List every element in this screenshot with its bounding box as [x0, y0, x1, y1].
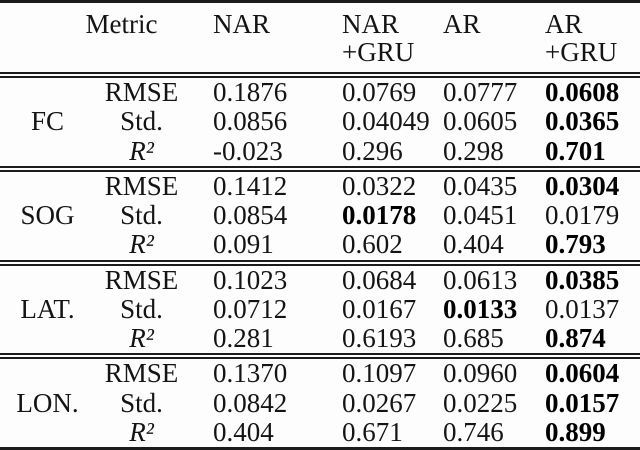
cell-value: 0.1097 [342, 358, 417, 389]
metric-label: R² [129, 135, 154, 166]
cell-value: 0.0225 [443, 387, 518, 418]
cell-value-best: 0.0365 [545, 106, 620, 137]
cell-value: 0.0613 [443, 264, 518, 295]
cell-value-best: 0.0385 [545, 264, 620, 295]
cell-value: 0.281 [213, 323, 274, 354]
metric-label: Std. [120, 200, 163, 231]
cell-value: 0.0267 [342, 387, 417, 418]
header-col-nar: NAR [213, 9, 271, 39]
table-row: R² 0.281 0.6193 0.685 0.874 [0, 323, 640, 356]
metric-label: Std. [120, 387, 163, 418]
cell-value: 0.404 [213, 416, 274, 447]
table-row: LON. RMSE 0.1370 0.1097 0.0960 0.0604 [0, 356, 640, 417]
cell-value-best: 0.701 [545, 135, 606, 166]
table-row: Std. 0.0842 0.0267 0.0225 0.0157 [0, 387, 640, 418]
cell-value-best: 0.0157 [545, 387, 620, 418]
metric-label: RMSE [104, 264, 179, 295]
cell-value: -0.023 [213, 135, 283, 166]
table-row: SOG RMSE 0.1412 0.0322 0.0435 0.0304 [0, 169, 640, 229]
header-metric-label: Metric [85, 9, 158, 39]
cell-value: 0.0137 [545, 293, 620, 324]
cell-value: 0.0960 [443, 358, 518, 389]
cell-value: 0.1412 [213, 170, 288, 201]
header-col-ar: AR [443, 9, 481, 39]
cell-value: 0.0856 [213, 106, 288, 137]
header-corner-blank [0, 2, 95, 76]
cell-value: 0.0854 [213, 200, 288, 231]
cell-value: 0.0712 [213, 293, 288, 324]
metric-label: Std. [120, 293, 163, 324]
metric-label: R² [129, 229, 154, 260]
cell-value: 0.091 [213, 229, 274, 260]
cell-value: 0.602 [342, 229, 403, 260]
metric-label: RMSE [104, 358, 179, 389]
header-metric: Metric [86, 2, 188, 76]
metric-label: Std. [120, 106, 163, 137]
group-fc: FC RMSE 0.1876 0.0769 0.0777 0.0608 Std. 0.0856… [0, 75, 640, 169]
cell-value: 0.0322 [342, 170, 417, 201]
table-row: R² 0.404 0.671 0.746 0.899 [0, 416, 640, 449]
cell-value-best: 0.793 [545, 229, 606, 260]
group-sog: SOG RMSE 0.1412 0.0322 0.0435 0.0304 Std. 0.085… [0, 168, 640, 263]
cell-value-best: 0.0608 [545, 77, 620, 108]
cell-value: 0.0179 [545, 200, 620, 231]
metric-label: RMSE [104, 170, 179, 201]
cell-value-best: 0.0133 [443, 293, 518, 324]
table-row: Std. 0.0854 0.0178 0.0451 0.0179 [0, 201, 640, 230]
table-row: Std. 0.0856 0.04049 0.0605 0.0365 [0, 107, 640, 136]
table-row: LAT. RMSE 0.1023 0.0684 0.0613 0.0385 [0, 263, 640, 323]
header-row: Metric NAR NAR +GRU AR AR +GRU [0, 2, 640, 76]
cell-value: 0.04049 [342, 106, 430, 137]
table-row: FC RMSE 0.1876 0.0769 0.0777 0.0608 [0, 75, 640, 136]
row-group-label: LAT. [20, 293, 75, 324]
row-group-label: SOG [20, 200, 75, 231]
cell-value: 0.6193 [342, 323, 417, 354]
row-group-label: LON. [16, 387, 79, 418]
cell-value-best: 0.899 [545, 416, 606, 447]
cell-value: 0.671 [342, 416, 403, 447]
metric-label: R² [129, 323, 154, 354]
cell-value-best: 0.0304 [545, 170, 620, 201]
row-group-label: FC [30, 106, 65, 137]
table-row: R² 0.091 0.602 0.404 0.793 [0, 230, 640, 262]
table-row: Std. 0.0712 0.0167 0.0133 0.0137 [0, 293, 640, 324]
group-lon: LON. RMSE 0.1370 0.1097 0.0960 0.0604 Std. 0.08… [0, 356, 640, 448]
cell-value: 0.0167 [342, 293, 417, 324]
cell-value: 0.1023 [213, 264, 288, 295]
cell-value-best: 0.0178 [342, 200, 417, 231]
cell-value: 0.0769 [342, 77, 417, 108]
cell-value: 0.0605 [443, 106, 518, 137]
cell-value: 0.296 [342, 135, 403, 166]
cell-value: 0.298 [443, 135, 504, 166]
cell-value-best: 0.0604 [545, 358, 620, 389]
table-header: Metric NAR NAR +GRU AR AR +GRU [0, 2, 640, 76]
metric-label: RMSE [104, 77, 179, 108]
table-row: R² -0.023 0.296 0.298 0.701 [0, 136, 640, 168]
cell-value: 0.0435 [443, 170, 518, 201]
metric-label: R² [129, 416, 154, 447]
cell-value: 0.404 [443, 229, 504, 260]
cell-value: 0.685 [443, 323, 504, 354]
cell-value: 0.0451 [443, 200, 518, 231]
cell-value: 0.0684 [342, 264, 417, 295]
header-col-nar-gru: NAR +GRU [342, 9, 415, 67]
cell-value-best: 0.874 [545, 323, 606, 354]
cell-value: 0.0777 [443, 77, 518, 108]
cell-value: 0.1876 [213, 77, 288, 108]
cell-value: 0.746 [443, 416, 504, 447]
header-col-ar-gru: AR +GRU [545, 9, 618, 67]
cell-value: 0.0842 [213, 387, 288, 418]
cell-value: 0.1370 [213, 358, 288, 389]
group-lat: LAT. RMSE 0.1023 0.0684 0.0613 0.0385 Std. 0.07… [0, 262, 640, 357]
